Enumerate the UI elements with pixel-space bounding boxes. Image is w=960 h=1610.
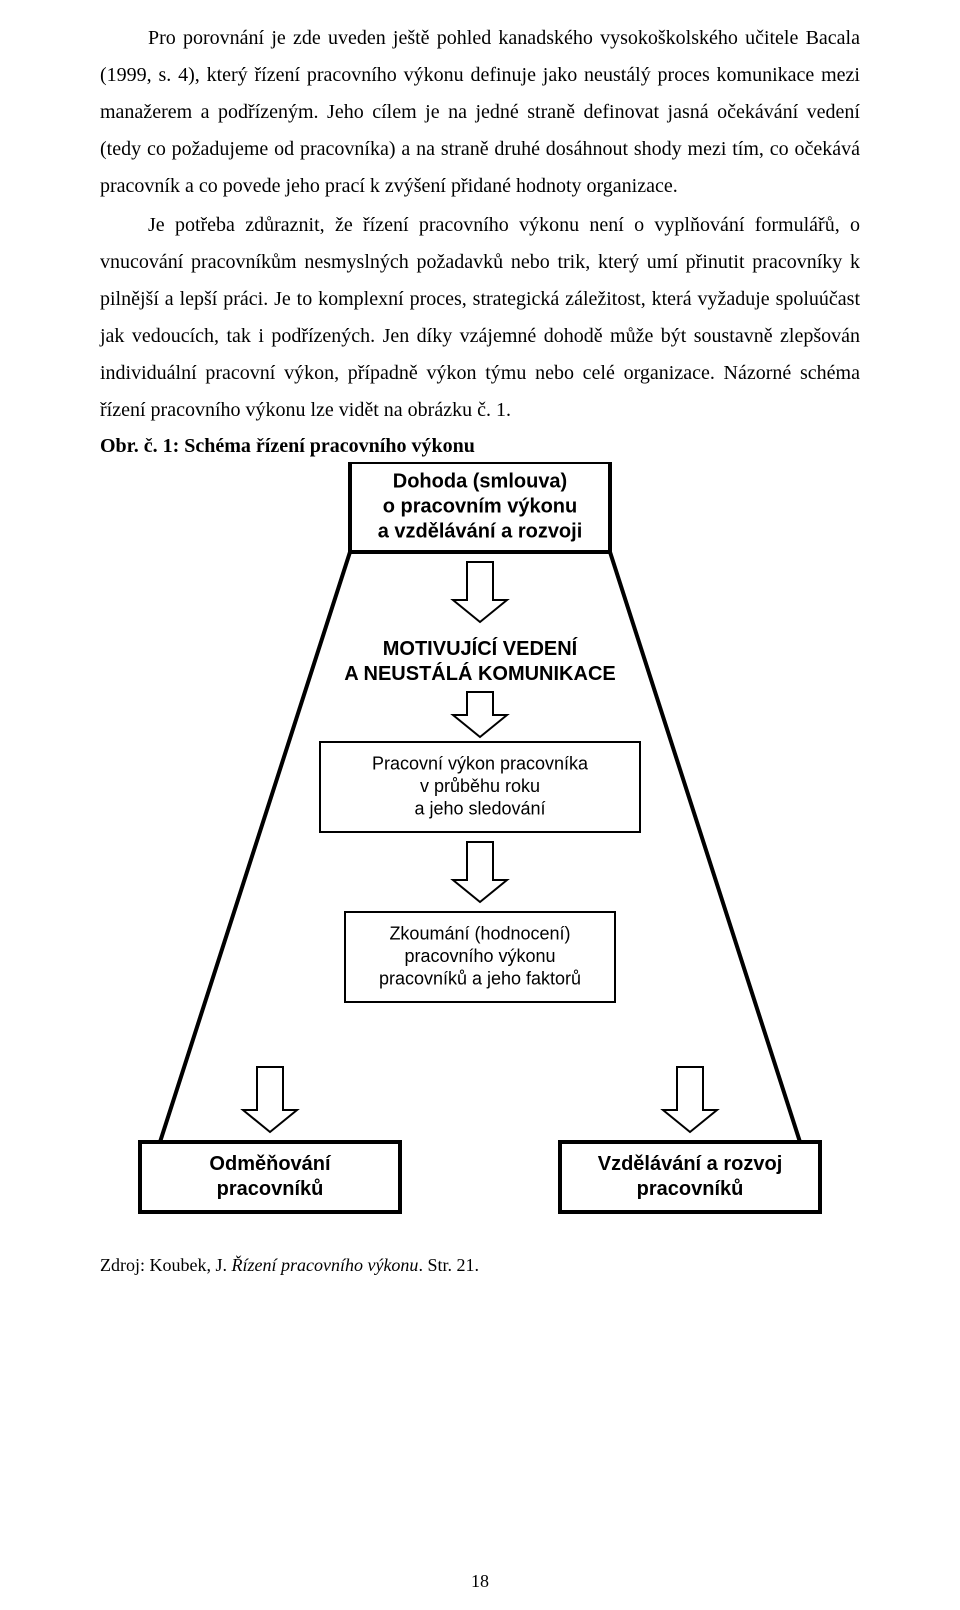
svg-text:Pracovní výkon pracovníka: Pracovní výkon pracovníka <box>372 753 589 773</box>
figure-heading: Obr. č. 1: Schéma řízení pracovního výko… <box>100 435 860 458</box>
svg-text:o pracovním výkonu: o pracovním výkonu <box>383 496 578 518</box>
svg-text:pracovníků: pracovníků <box>217 1178 324 1200</box>
svg-text:a vzdělávání a rozvoji: a vzdělávání a rozvoji <box>378 521 583 543</box>
svg-text:Dohoda (smlouva): Dohoda (smlouva) <box>393 471 567 493</box>
svg-text:Zkoumání (hodnocení): Zkoumání (hodnocení) <box>389 923 570 943</box>
paragraph-1: Pro porovnání je zde uveden ještě pohled… <box>100 20 860 205</box>
page-number: 18 <box>0 1571 960 1592</box>
page: Pro porovnání je zde uveden ještě pohled… <box>0 0 960 1610</box>
svg-text:Vzdělávání a rozvoj: Vzdělávání a rozvoj <box>598 1153 783 1175</box>
figure-source: Zdroj: Koubek, J. Řízení pracovního výko… <box>100 1255 860 1276</box>
diagram-container: Dohoda (smlouva) o pracovním výkonu a vzdě… <box>120 462 840 1247</box>
flowchart-diagram: Dohoda (smlouva) o pracovním výkonu a vzdě… <box>120 462 840 1242</box>
svg-text:MOTIVUJÍCÍ VEDENÍ: MOTIVUJÍCÍ VEDENÍ <box>383 637 578 660</box>
source-title: Řízení pracovního výkonu <box>231 1255 418 1275</box>
svg-text:pracovního výkonu: pracovního výkonu <box>404 946 555 966</box>
paragraph-2: Je potřeba zdůraznit, že řízení pracovní… <box>100 207 860 429</box>
svg-text:Odměňování: Odměňování <box>209 1153 332 1175</box>
svg-text:v průběhu roku: v průběhu roku <box>420 776 540 796</box>
svg-text:pracovníků a jeho faktorů: pracovníků a jeho faktorů <box>379 968 581 988</box>
svg-text:A NEUSTÁLÁ KOMUNIKACE: A NEUSTÁLÁ KOMUNIKACE <box>344 662 615 685</box>
source-suffix: . Str. 21. <box>418 1255 479 1275</box>
svg-text:a jeho sledování: a jeho sledování <box>414 798 545 818</box>
source-prefix: Zdroj: Koubek, J. <box>100 1255 231 1275</box>
svg-text:pracovníků: pracovníků <box>637 1178 744 1200</box>
